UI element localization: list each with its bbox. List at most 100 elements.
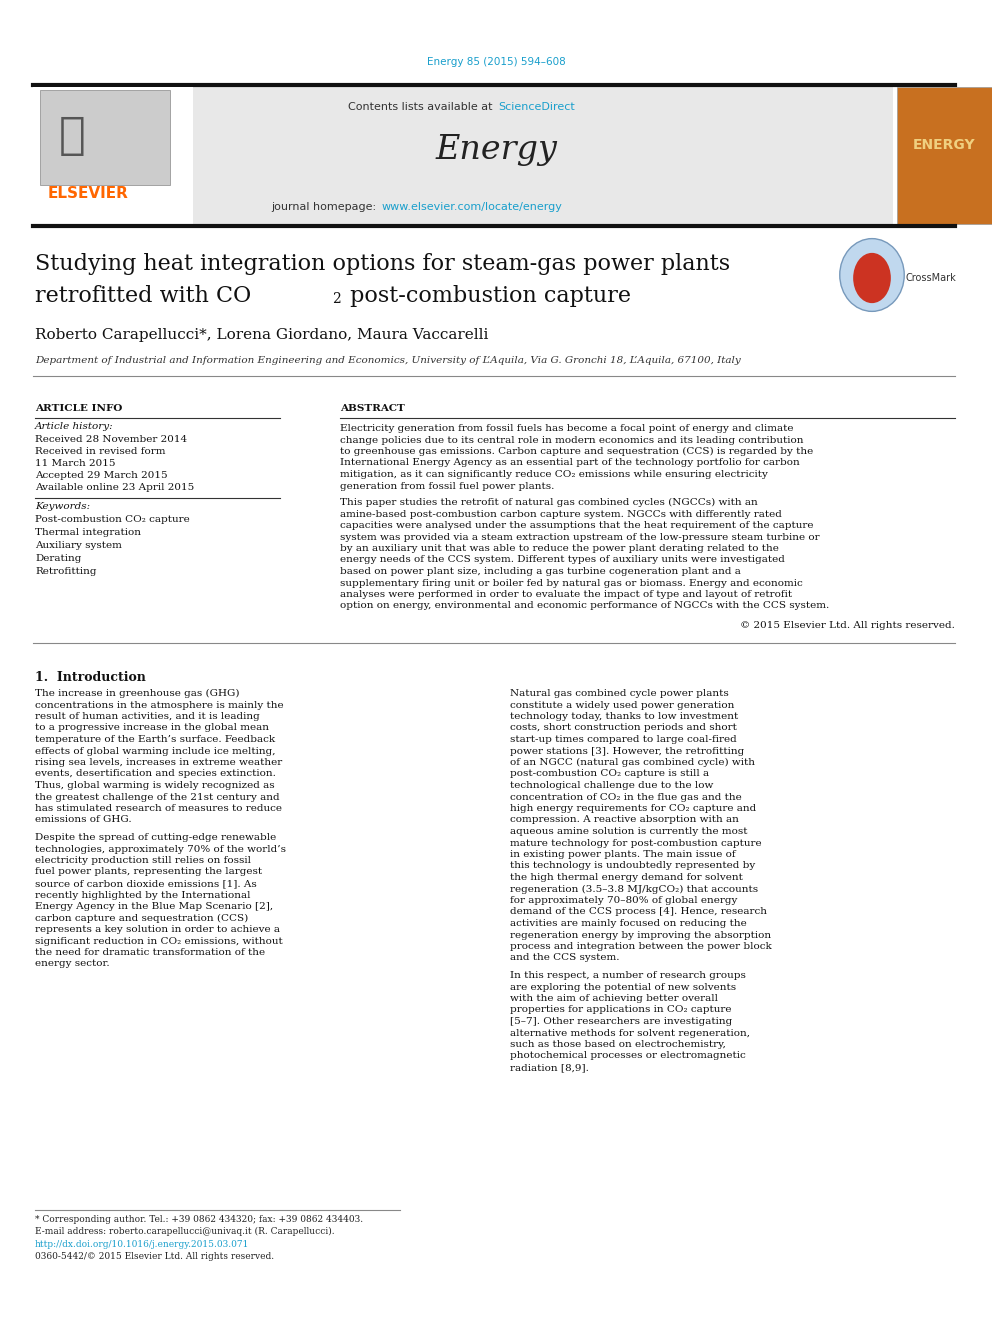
Text: option on energy, environmental and economic performance of NGCCs with the CCS s: option on energy, environmental and econ… bbox=[340, 602, 829, 610]
Text: ScienceDirect: ScienceDirect bbox=[498, 102, 574, 112]
Text: are exploring the potential of new solvents: are exploring the potential of new solve… bbox=[510, 983, 736, 991]
Text: emissions of GHG.: emissions of GHG. bbox=[35, 815, 132, 824]
Text: by an auxiliary unit that was able to reduce the power plant derating related to: by an auxiliary unit that was able to re… bbox=[340, 544, 779, 553]
Text: for approximately 70–80% of global energy: for approximately 70–80% of global energ… bbox=[510, 896, 737, 905]
Text: fuel power plants, representing the largest: fuel power plants, representing the larg… bbox=[35, 868, 262, 877]
Text: Natural gas combined cycle power plants: Natural gas combined cycle power plants bbox=[510, 689, 729, 699]
Text: the high thermal energy demand for solvent: the high thermal energy demand for solve… bbox=[510, 873, 743, 882]
Text: post-combustion CO₂ capture is still a: post-combustion CO₂ capture is still a bbox=[510, 770, 709, 778]
Text: This paper studies the retrofit of natural gas combined cycles (NGCCs) with an: This paper studies the retrofit of natur… bbox=[340, 497, 758, 507]
Text: Derating: Derating bbox=[35, 554, 81, 564]
Text: Department of Industrial and Information Engineering and Economics, University o: Department of Industrial and Information… bbox=[35, 356, 741, 365]
Text: to a progressive increase in the global mean: to a progressive increase in the global … bbox=[35, 724, 269, 733]
Text: source of carbon dioxide emissions [1]. As: source of carbon dioxide emissions [1]. … bbox=[35, 878, 257, 888]
Text: 0360-5442/© 2015 Elsevier Ltd. All rights reserved.: 0360-5442/© 2015 Elsevier Ltd. All right… bbox=[35, 1252, 274, 1261]
Text: ENERGY: ENERGY bbox=[913, 138, 975, 152]
Text: supplementary firing unit or boiler fed by natural gas or biomass. Energy and ec: supplementary firing unit or boiler fed … bbox=[340, 578, 803, 587]
Text: International Energy Agency as an essential part of the technology portfolio for: International Energy Agency as an essent… bbox=[340, 459, 800, 467]
Text: activities are mainly focused on reducing the: activities are mainly focused on reducin… bbox=[510, 919, 747, 927]
Text: energy needs of the CCS system. Different types of auxiliary units were investig: energy needs of the CCS system. Differen… bbox=[340, 556, 785, 565]
Text: the greatest challenge of the 21st century and: the greatest challenge of the 21st centu… bbox=[35, 792, 280, 802]
Text: system was provided via a steam extraction upstream of the low-pressure steam tu: system was provided via a steam extracti… bbox=[340, 532, 819, 541]
Text: Received 28 November 2014: Received 28 November 2014 bbox=[35, 435, 187, 445]
Text: photochemical processes or electromagnetic: photochemical processes or electromagnet… bbox=[510, 1052, 746, 1061]
Text: has stimulated research of measures to reduce: has stimulated research of measures to r… bbox=[35, 804, 282, 814]
Text: process and integration between the power block: process and integration between the powe… bbox=[510, 942, 772, 951]
Text: the need for dramatic transformation of the: the need for dramatic transformation of … bbox=[35, 949, 265, 957]
Text: rising sea levels, increases in extreme weather: rising sea levels, increases in extreme … bbox=[35, 758, 283, 767]
Text: E-mail address: roberto.carapellucci@univaq.it (R. Carapellucci).: E-mail address: roberto.carapellucci@uni… bbox=[35, 1226, 334, 1236]
Text: Studying heat integration options for steam-gas power plants: Studying heat integration options for st… bbox=[35, 253, 730, 275]
Text: of an NGCC (natural gas combined cycle) with: of an NGCC (natural gas combined cycle) … bbox=[510, 758, 755, 767]
Text: post-combustion capture: post-combustion capture bbox=[343, 284, 631, 307]
Text: capacities were analysed under the assumptions that the heat requirement of the : capacities were analysed under the assum… bbox=[340, 521, 813, 531]
Text: concentration of CO₂ in the flue gas and the: concentration of CO₂ in the flue gas and… bbox=[510, 792, 742, 802]
Ellipse shape bbox=[840, 238, 905, 311]
Text: start-up times compared to large coal-fired: start-up times compared to large coal-fi… bbox=[510, 736, 737, 744]
Text: recently highlighted by the International: recently highlighted by the Internationa… bbox=[35, 890, 251, 900]
Text: properties for applications in CO₂ capture: properties for applications in CO₂ captu… bbox=[510, 1005, 731, 1015]
Ellipse shape bbox=[853, 253, 891, 303]
Text: ABSTRACT: ABSTRACT bbox=[340, 404, 405, 413]
Text: Energy: Energy bbox=[435, 134, 557, 165]
Text: electricity production still relies on fossil: electricity production still relies on f… bbox=[35, 856, 251, 865]
Text: Article history:: Article history: bbox=[35, 422, 114, 431]
Text: represents a key solution in order to achieve a: represents a key solution in order to ac… bbox=[35, 925, 280, 934]
Text: technological challenge due to the low: technological challenge due to the low bbox=[510, 781, 713, 790]
Text: www.elsevier.com/locate/energy: www.elsevier.com/locate/energy bbox=[382, 202, 562, 212]
Bar bbox=[33, 87, 893, 224]
Text: and the CCS system.: and the CCS system. bbox=[510, 954, 619, 963]
Text: regeneration (3.5–3.8 MJ/kgCO₂) that accounts: regeneration (3.5–3.8 MJ/kgCO₂) that acc… bbox=[510, 885, 758, 893]
Text: mitigation, as it can significantly reduce CO₂ emissions while ensuring electric: mitigation, as it can significantly redu… bbox=[340, 470, 768, 479]
Text: technologies, approximately 70% of the world’s: technologies, approximately 70% of the w… bbox=[35, 844, 286, 853]
Text: demand of the CCS process [4]. Hence, research: demand of the CCS process [4]. Hence, re… bbox=[510, 908, 767, 917]
Text: carbon capture and sequestration (CCS): carbon capture and sequestration (CCS) bbox=[35, 913, 248, 922]
Text: Thus, global warming is widely recognized as: Thus, global warming is widely recognize… bbox=[35, 781, 275, 790]
Text: 1.  Introduction: 1. Introduction bbox=[35, 671, 146, 684]
Text: events, desertification and species extinction.: events, desertification and species exti… bbox=[35, 770, 276, 778]
Text: http://dx.doi.org/10.1016/j.energy.2015.03.071: http://dx.doi.org/10.1016/j.energy.2015.… bbox=[35, 1240, 249, 1249]
Text: power stations [3]. However, the retrofitting: power stations [3]. However, the retrofi… bbox=[510, 746, 744, 755]
Text: Electricity generation from fossil fuels has become a focal point of energy and : Electricity generation from fossil fuels… bbox=[340, 423, 794, 433]
Text: effects of global warming include ice melting,: effects of global warming include ice me… bbox=[35, 746, 276, 755]
Text: temperature of the Earth’s surface. Feedback: temperature of the Earth’s surface. Feed… bbox=[35, 736, 275, 744]
Text: 🌲: 🌲 bbox=[59, 114, 85, 156]
Text: Keywords:: Keywords: bbox=[35, 501, 90, 511]
Text: CrossMark: CrossMark bbox=[905, 273, 955, 283]
Text: Received in revised form: Received in revised form bbox=[35, 447, 166, 456]
Text: Energy Agency in the Blue Map Scenario [2],: Energy Agency in the Blue Map Scenario [… bbox=[35, 902, 273, 912]
Text: Auxiliary system: Auxiliary system bbox=[35, 541, 122, 550]
Text: constitute a widely used power generation: constitute a widely used power generatio… bbox=[510, 700, 734, 709]
Text: such as those based on electrochemistry,: such as those based on electrochemistry, bbox=[510, 1040, 726, 1049]
Text: to greenhouse gas emissions. Carbon capture and sequestration (CCS) is regarded : to greenhouse gas emissions. Carbon capt… bbox=[340, 447, 813, 456]
Text: concentrations in the atmosphere is mainly the: concentrations in the atmosphere is main… bbox=[35, 700, 284, 709]
Text: In this respect, a number of research groups: In this respect, a number of research gr… bbox=[510, 971, 746, 980]
Text: alternative methods for solvent regeneration,: alternative methods for solvent regenera… bbox=[510, 1028, 750, 1037]
Text: Post-combustion CO₂ capture: Post-combustion CO₂ capture bbox=[35, 515, 189, 524]
Text: © 2015 Elsevier Ltd. All rights reserved.: © 2015 Elsevier Ltd. All rights reserved… bbox=[740, 620, 955, 630]
Text: 11 March 2015: 11 March 2015 bbox=[35, 459, 115, 468]
Text: amine-based post-combustion carbon capture system. NGCCs with differently rated: amine-based post-combustion carbon captu… bbox=[340, 509, 782, 519]
Bar bbox=[33, 87, 193, 224]
Text: * Corresponding author. Tel.: +39 0862 434320; fax: +39 0862 434403.: * Corresponding author. Tel.: +39 0862 4… bbox=[35, 1215, 363, 1224]
Text: technology today, thanks to low investment: technology today, thanks to low investme… bbox=[510, 712, 738, 721]
Text: [5–7]. Other researchers are investigating: [5–7]. Other researchers are investigati… bbox=[510, 1017, 732, 1027]
Text: generation from fossil fuel power plants.: generation from fossil fuel power plants… bbox=[340, 482, 555, 491]
Text: change policies due to its central role in modern economics and its leading cont: change policies due to its central role … bbox=[340, 435, 804, 445]
Text: significant reduction in CO₂ emissions, without: significant reduction in CO₂ emissions, … bbox=[35, 937, 283, 946]
Text: result of human activities, and it is leading: result of human activities, and it is le… bbox=[35, 712, 260, 721]
Text: journal homepage:: journal homepage: bbox=[272, 202, 380, 212]
Text: in existing power plants. The main issue of: in existing power plants. The main issue… bbox=[510, 849, 736, 859]
Text: compression. A reactive absorption with an: compression. A reactive absorption with … bbox=[510, 815, 739, 824]
Bar bbox=[897, 87, 992, 224]
Text: costs, short construction periods and short: costs, short construction periods and sh… bbox=[510, 724, 737, 733]
Text: Energy 85 (2015) 594–608: Energy 85 (2015) 594–608 bbox=[427, 57, 565, 67]
Text: Accepted 29 March 2015: Accepted 29 March 2015 bbox=[35, 471, 168, 480]
Text: Retrofitting: Retrofitting bbox=[35, 568, 96, 576]
Bar bbox=[40, 90, 170, 185]
Text: based on power plant size, including a gas turbine cogeneration plant and a: based on power plant size, including a g… bbox=[340, 568, 741, 576]
Text: high energy requirements for CO₂ capture and: high energy requirements for CO₂ capture… bbox=[510, 804, 756, 814]
Text: energy sector.: energy sector. bbox=[35, 959, 110, 968]
Text: Available online 23 April 2015: Available online 23 April 2015 bbox=[35, 483, 194, 492]
Text: Contents lists available at: Contents lists available at bbox=[348, 102, 496, 112]
